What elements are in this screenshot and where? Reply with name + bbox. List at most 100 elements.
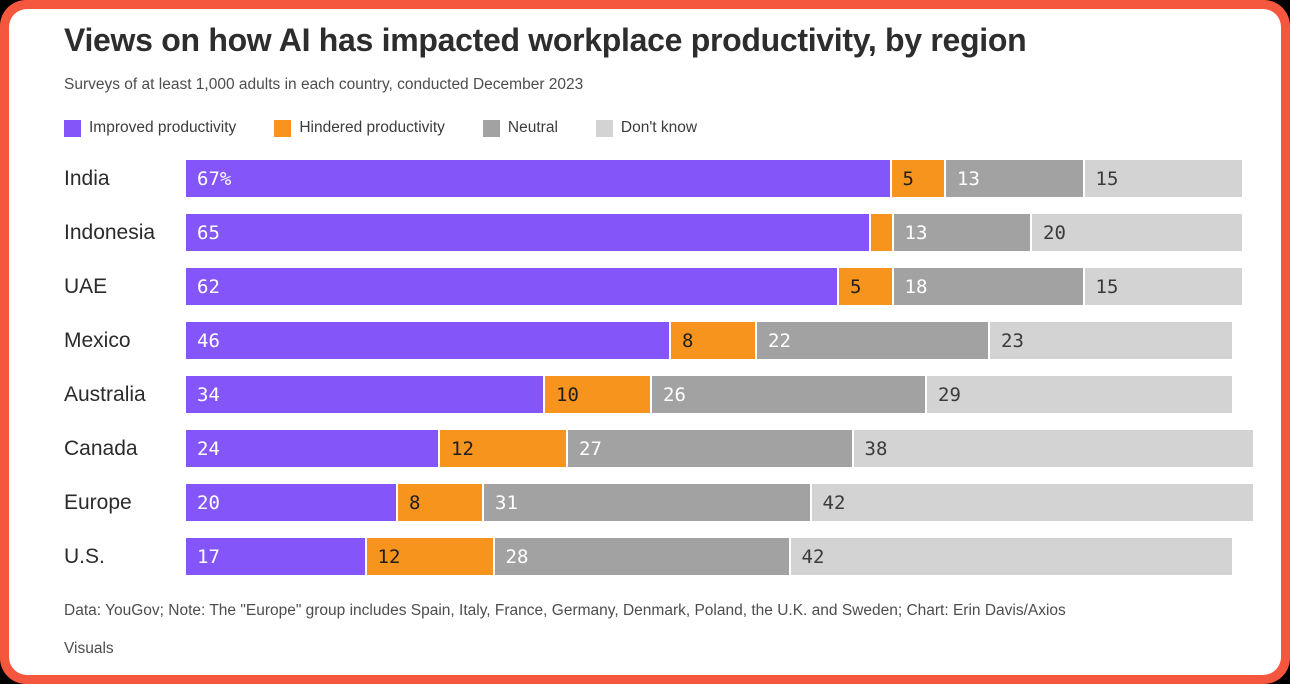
chart-title: Views on how AI has impacted workplace p…	[64, 22, 1027, 58]
segment-value-label: 27	[579, 437, 602, 460]
bar-segment: 12	[366, 538, 493, 575]
bar-segment: 10	[545, 376, 650, 413]
bar-segment: 24	[186, 430, 438, 467]
bar-segment: 42	[811, 484, 1253, 521]
bar-row: Australia 34 10 26 29	[64, 376, 1241, 413]
bar-row: Canada 24 12 27 38	[64, 430, 1253, 467]
country-label: Canada	[64, 436, 138, 460]
country-label: Indonesia	[64, 220, 156, 244]
bar-segment: 13	[946, 160, 1083, 197]
country-label: Mexico	[64, 328, 131, 352]
stacked-bar-chart: India 67% 5 13 15 Indonesia 65 13 20 UAE 62 5 18 15 Me…	[64, 160, 1253, 575]
chart-card: Views on how AI has impacted workplace p…	[9, 9, 1281, 675]
bar-segment: 12	[440, 430, 566, 467]
segment-value-label: 17	[197, 545, 220, 568]
segment-value-label: 28	[505, 545, 529, 568]
bar-segment: 8	[398, 484, 482, 521]
source-note-line2: Visuals	[64, 640, 114, 657]
bar-row: Europe 20 8 31 42	[64, 484, 1253, 521]
bar-segment: 23	[990, 322, 1232, 359]
segment-value-label: 5	[902, 167, 914, 190]
legend-swatch	[482, 119, 500, 137]
bar-segment: 65	[186, 214, 869, 251]
segment-value-label: 42	[801, 545, 825, 568]
segment-value-label: 13	[957, 167, 980, 190]
bar-segment: 15	[1084, 268, 1242, 305]
segment-value-label: 13	[904, 221, 928, 244]
legend-swatch	[274, 119, 292, 137]
segment-value-label: 62	[197, 275, 220, 298]
segment-value-label: 8	[682, 329, 694, 352]
segment-value-label: 46	[197, 329, 220, 352]
chart-subtitle: Surveys of at least 1,000 adults in each…	[64, 76, 584, 93]
bar-segment: 26	[652, 376, 925, 413]
legend-item: Improved productivity	[64, 119, 236, 137]
bar-segment: 17	[186, 538, 365, 575]
segment-value-label: 67%	[197, 167, 232, 190]
legend-item-label: Hindered productivity	[299, 119, 445, 136]
bar-segment: 8	[671, 322, 755, 359]
country-label: Australia	[64, 382, 146, 406]
bar-track: 24 12 27 38	[186, 430, 1253, 467]
country-label: UAE	[64, 274, 108, 298]
segment-value-label: 65	[197, 221, 220, 244]
bar-segment: 38	[853, 430, 1253, 467]
source-note: Data: YouGov; Note: The "Europe" group i…	[64, 592, 1241, 668]
legend-swatch	[64, 119, 81, 137]
bar-segment: 46	[186, 322, 669, 359]
bar-track: 20 8 31 42	[186, 484, 1253, 521]
segment-value-label: 23	[1001, 329, 1024, 352]
bar-track: 34 10 26 29	[186, 376, 1232, 413]
bar-segment: 15	[1084, 160, 1242, 197]
segment-value-label: 18	[904, 275, 928, 298]
segment-value-label: 10	[556, 383, 579, 406]
source-note-line1: Data: YouGov; Note: The "Europe" group i…	[64, 602, 1066, 619]
bar-segment	[870, 214, 892, 251]
bar-segment: 62	[186, 268, 837, 305]
country-label: U.S.	[64, 544, 105, 568]
bar-segment: 20	[186, 484, 396, 521]
legend: Improved productivity Hindered productivi…	[64, 118, 1241, 138]
bar-track: 62 5 18 15	[186, 268, 1242, 305]
segment-value-label: 26	[663, 383, 686, 406]
bar-segment: 29	[927, 376, 1232, 413]
segment-value-label: 20	[197, 491, 220, 514]
bar-track: 67% 5 13 15	[186, 160, 1242, 197]
segment-value-label: 42	[822, 491, 846, 514]
bar-row: UAE 62 5 18 15	[64, 268, 1242, 305]
segment-value-label: 29	[938, 383, 961, 406]
bar-segment: 28	[494, 538, 789, 575]
bar-row: Mexico 46 8 22 23	[64, 322, 1241, 359]
segment-value-label: 15	[1095, 167, 1119, 190]
bar-row: Indonesia 65 13 20	[64, 214, 1242, 251]
bar-row: U.S. 17 12 28 42	[64, 538, 1241, 575]
segment-value-label: 8	[409, 491, 421, 514]
segment-value-label: 12	[451, 437, 474, 460]
bar-track: 17 12 28 42	[186, 538, 1232, 575]
country-label: India	[64, 166, 110, 190]
legend-item: Neutral	[482, 119, 558, 137]
segment-value-label: 31	[495, 491, 518, 514]
legend-item-label: Don't know	[620, 119, 698, 136]
legend-item: Don't know	[595, 119, 698, 137]
segment-value-label: 12	[377, 545, 401, 568]
bar-segment: 18	[893, 268, 1083, 305]
bar-segment: 13	[893, 214, 1030, 251]
bar-segment: 5	[839, 268, 892, 305]
legend-swatch	[595, 119, 613, 137]
bar-segment: 42	[790, 538, 1232, 575]
bar-segment: 27	[568, 430, 852, 467]
legend-item-label: Improved productivity	[89, 119, 237, 136]
bar-segment: 67%	[186, 160, 890, 197]
bar-segment: 20	[1032, 214, 1242, 251]
bar-track: 65 13 20	[186, 214, 1242, 251]
segment-value-label: 5	[850, 275, 862, 298]
segment-value-label: 34	[197, 383, 220, 406]
bar-segment: 5	[891, 160, 944, 197]
segment-value-label: 20	[1043, 221, 1066, 244]
country-label: Europe	[64, 490, 132, 514]
segment-value-label: 38	[864, 437, 888, 460]
bar-track: 46 8 22 23	[186, 322, 1232, 359]
